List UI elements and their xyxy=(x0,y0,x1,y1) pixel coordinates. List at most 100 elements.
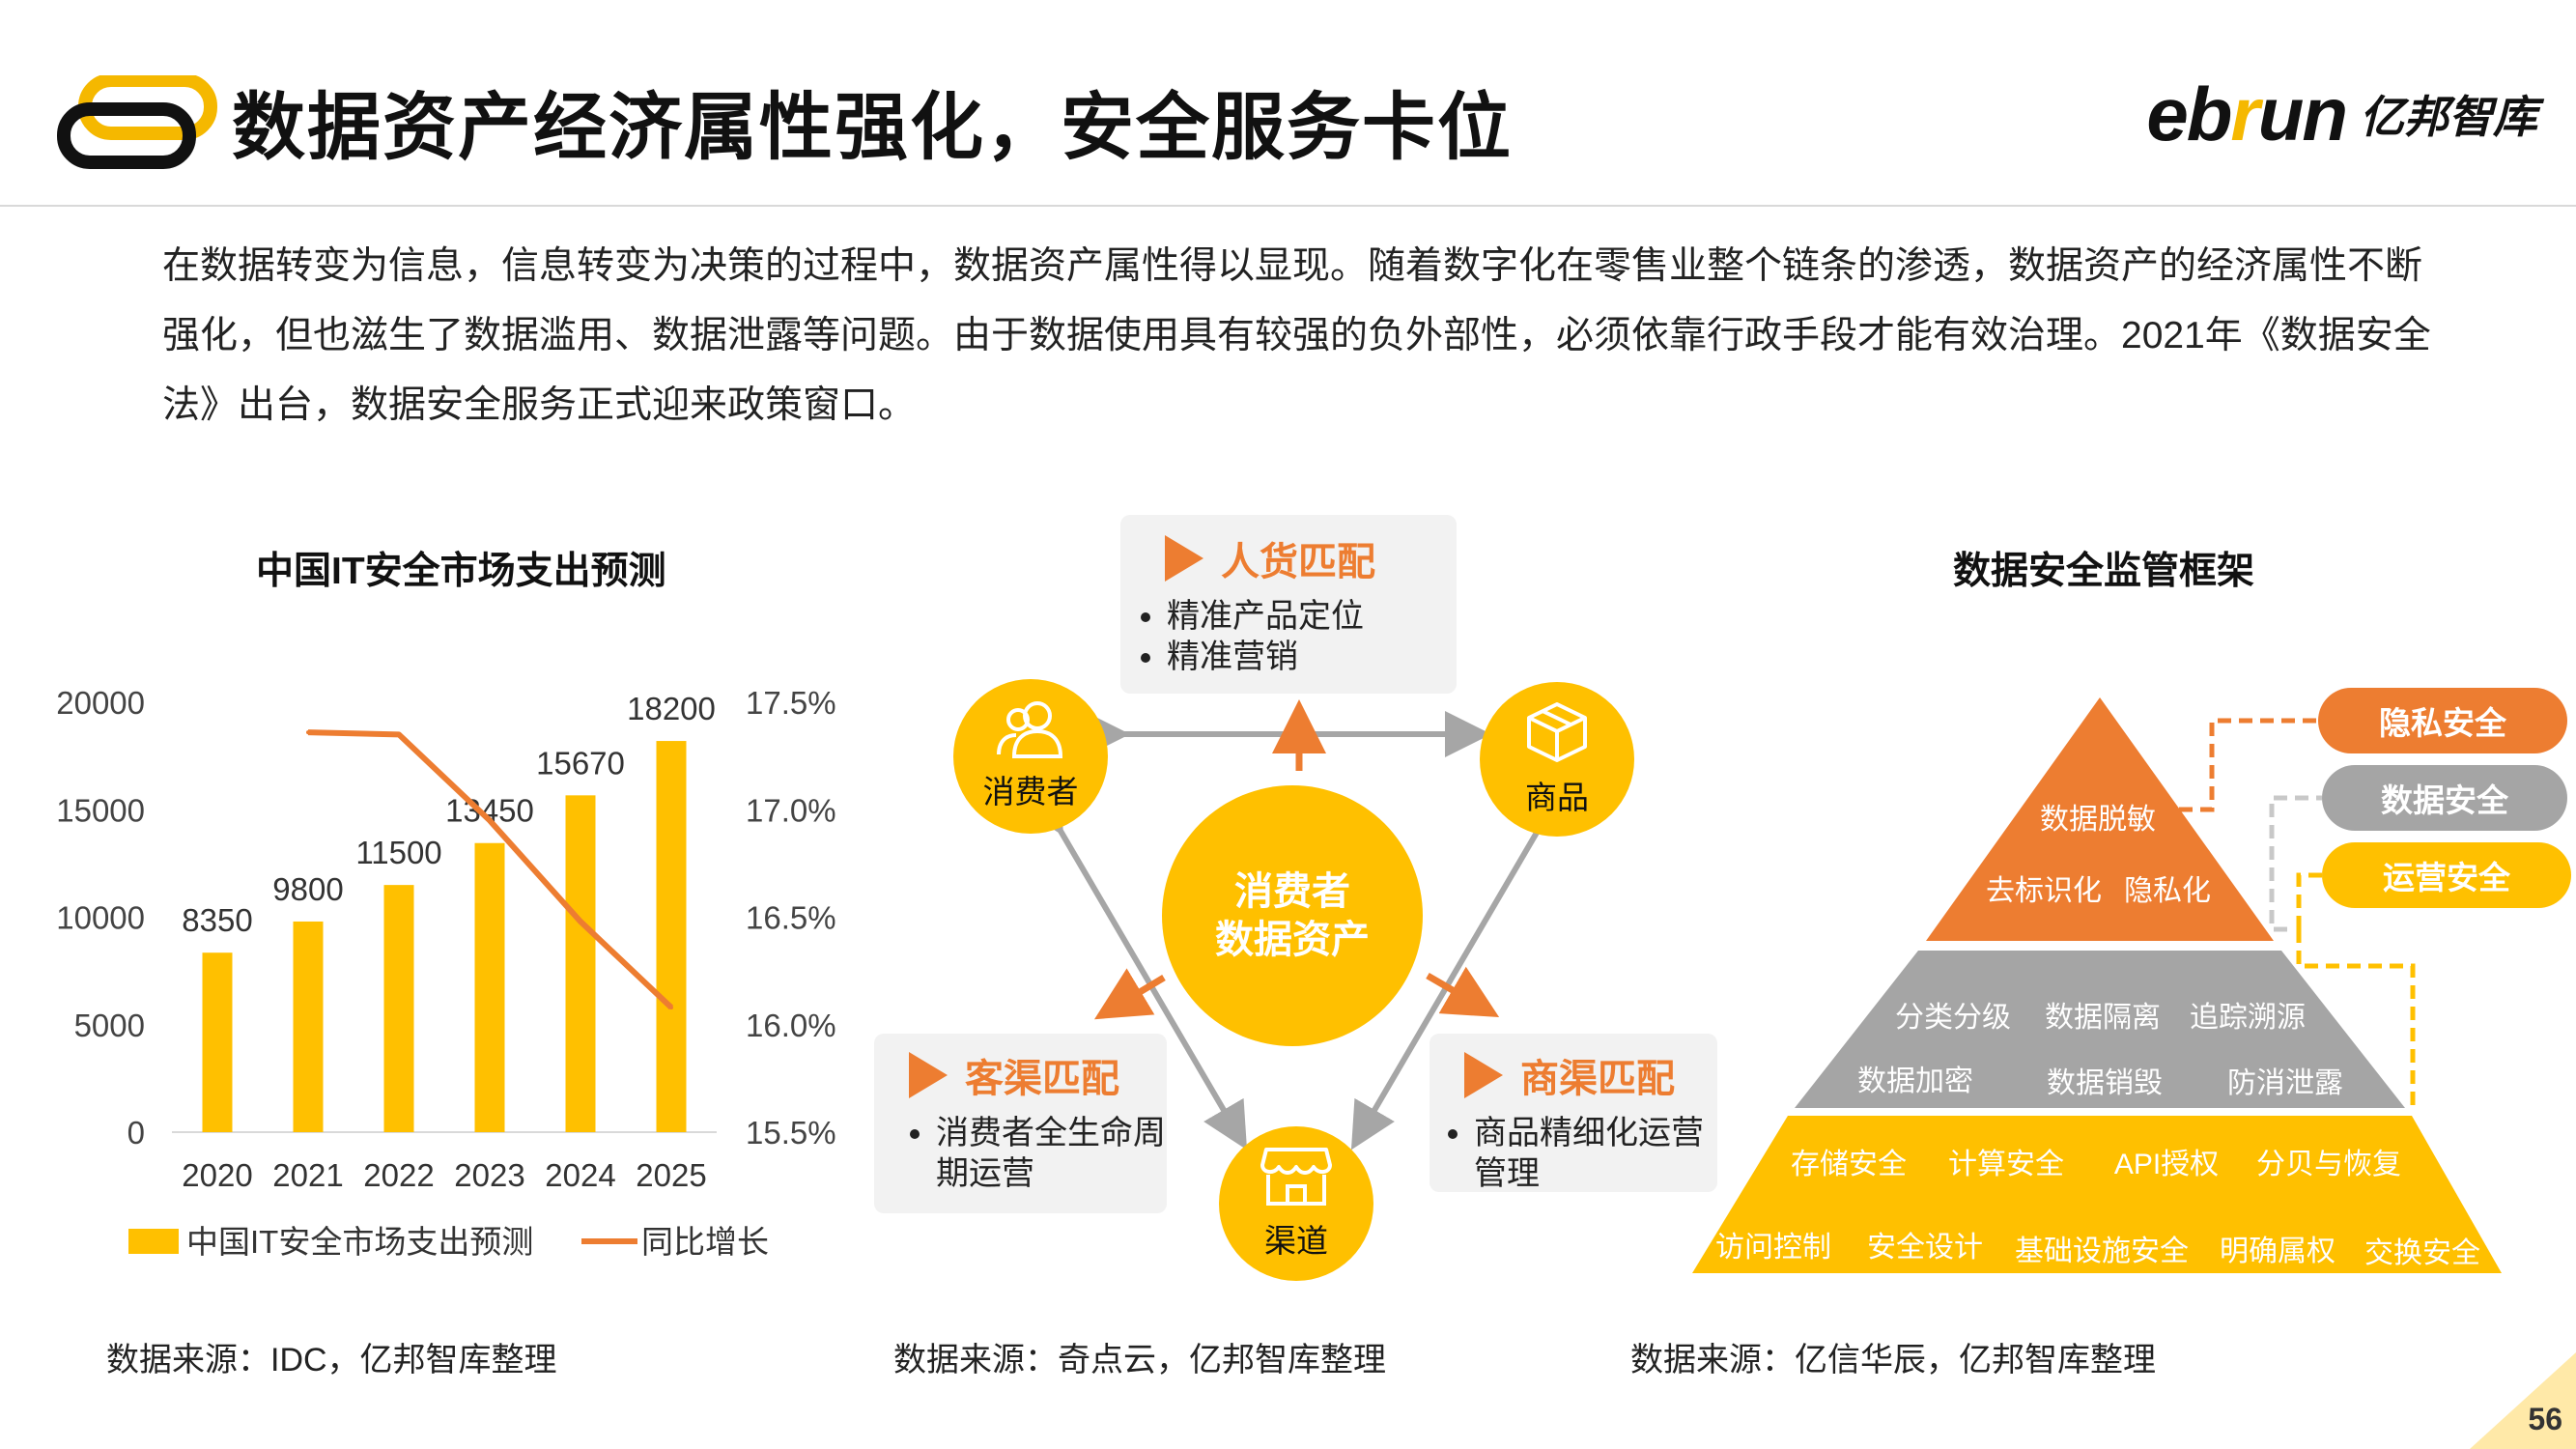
brand-logo: ebrun 亿邦智库 xyxy=(2146,71,2537,156)
pyramid-top xyxy=(1926,697,2274,941)
center-data-asset: 消费者 数据资产 xyxy=(1162,785,1423,1046)
line-point xyxy=(488,818,492,823)
y-right-tick-label: 17.0% xyxy=(746,792,836,828)
bar xyxy=(656,741,687,1132)
y-left-tick-label: 5000 xyxy=(74,1008,145,1043)
line-point xyxy=(397,732,401,737)
bar xyxy=(565,795,596,1132)
y-left-tick-label: 10000 xyxy=(56,900,145,936)
bar xyxy=(474,842,505,1132)
center-line: 消费者 xyxy=(1234,870,1350,913)
diagram-arrows xyxy=(1020,699,1578,1151)
fw-bottom-item: 安全设计 xyxy=(1867,1232,1983,1264)
y-right-tick-label: 15.5% xyxy=(746,1115,836,1151)
panel-top-item: 精准营销 xyxy=(1167,637,1457,677)
panel-left-title: 客渠匹配 xyxy=(965,1058,1119,1100)
connector-data xyxy=(2269,795,2322,932)
y-left-tick-label: 0 xyxy=(127,1115,145,1151)
page-number-corner xyxy=(2470,1352,2576,1449)
logo-mark-icon xyxy=(57,75,217,169)
brand-cn: 亿邦智库 xyxy=(2360,92,2537,142)
chart: 0 5000 10000 15000 20000 15.5% 16.0% 16.5% 17.0%… xyxy=(56,685,836,1260)
pyramid-bottom xyxy=(1692,1116,2502,1273)
header-divider xyxy=(0,205,2576,207)
store-icon xyxy=(1260,1148,1332,1206)
page-title: 数据资产经济属性强化，安全服务卡位 xyxy=(232,87,1513,169)
play-icon xyxy=(1165,535,1203,582)
bar-data-label: 11500 xyxy=(355,835,441,870)
chart-title: 中国IT安全市场支出预测 xyxy=(256,551,666,592)
x-tick-label: 2025 xyxy=(636,1157,706,1193)
fw-top-item: 数据脱敏 xyxy=(2040,804,2156,836)
center-line: 数据资产 xyxy=(1215,919,1370,961)
y-left-tick-label: 15000 xyxy=(56,792,145,828)
line-point xyxy=(306,730,310,735)
arrow-to-left-panel xyxy=(1093,968,1166,1020)
node-consumer-label: 消费者 xyxy=(982,774,1079,810)
play-icon xyxy=(909,1052,948,1098)
y-right-tick-label: 17.5% xyxy=(746,685,836,721)
fw-top-item: 去标识化 xyxy=(1986,875,2102,907)
chart-source: 数据来源：IDC，亿邦智库整理 xyxy=(106,1342,557,1378)
node-consumer: 消费者 xyxy=(953,679,1108,834)
fw-top-item: 隐私化 xyxy=(2124,875,2211,907)
connector-ops-a xyxy=(2296,872,2322,929)
diagram-source: 数据来源：奇点云，亿邦智库整理 xyxy=(893,1342,1386,1378)
framework-title: 数据安全监管框架 xyxy=(1953,551,2255,592)
line-point xyxy=(579,919,582,923)
x-tick-label: 2020 xyxy=(182,1157,252,1193)
node-channel-label: 渠道 xyxy=(1264,1223,1328,1259)
node-channel: 渠道 xyxy=(1219,1126,1373,1281)
panel-right: 商渠匹配 商品精细化运营管理 xyxy=(1430,1034,1717,1192)
users-icon xyxy=(997,701,1063,758)
legend-swatch-bar xyxy=(128,1229,179,1254)
bar xyxy=(293,921,324,1132)
fw-mid-item: 追踪溯源 xyxy=(2190,1002,2306,1034)
fw-bottom-item: 访问控制 xyxy=(1715,1232,1831,1264)
box-icon xyxy=(1527,702,1587,762)
fw-bottom-item: 交换安全 xyxy=(2364,1237,2480,1269)
bar xyxy=(202,952,233,1132)
fw-mid-item: 防消泄露 xyxy=(2227,1067,2343,1099)
bar-data-label: 15670 xyxy=(536,745,625,781)
node-product-label: 商品 xyxy=(1525,780,1589,815)
connector-privacy xyxy=(2137,718,2318,812)
fw-bottom-item: 明确属权 xyxy=(2220,1236,2335,1267)
x-tick-label: 2023 xyxy=(454,1157,524,1193)
y-left-tick-label: 20000 xyxy=(56,685,145,721)
panel-top: 人货匹配 精准产品定位精准营销 xyxy=(1120,515,1457,694)
tag-privacy-security: 隐私安全 xyxy=(2318,688,2567,753)
play-icon xyxy=(1464,1052,1503,1098)
panel-left-item: 消费者全生命周期运营 xyxy=(936,1113,1167,1194)
bar-data-label: 8350 xyxy=(182,902,252,938)
node-product: 商品 xyxy=(1480,682,1634,837)
tag-ops-security: 运营安全 xyxy=(2322,842,2571,908)
pyramid-middle xyxy=(1795,951,2405,1108)
arrow-to-right-panel xyxy=(1426,966,1500,1018)
fw-bottom-item: 存储安全 xyxy=(1791,1149,1907,1180)
line-point xyxy=(669,1005,673,1009)
fw-bottom-item: API授权 xyxy=(2113,1149,2220,1180)
y-right-tick-label: 16.0% xyxy=(746,1008,836,1043)
page-number: 56 xyxy=(2528,1402,2562,1436)
fw-mid-item: 分类分级 xyxy=(1895,1002,2011,1034)
brand-latin: ebrun xyxy=(2146,71,2348,156)
legend-label: 中国IT安全市场支出预测 xyxy=(186,1224,533,1260)
bar xyxy=(383,885,414,1132)
panel-top-item: 精准产品定位 xyxy=(1167,596,1457,637)
panel-right-title: 商渠匹配 xyxy=(1520,1058,1675,1100)
fw-mid-item: 数据加密 xyxy=(1857,1065,1973,1097)
x-tick-label: 2021 xyxy=(272,1157,343,1193)
framework-pyramid xyxy=(1692,697,2502,1273)
tag-data-security: 数据安全 xyxy=(2322,765,2567,831)
y-right-tick-label: 16.5% xyxy=(746,900,836,936)
bar-data-label: 18200 xyxy=(627,691,716,726)
fw-bottom-item: 基础设施安全 xyxy=(2015,1236,2189,1267)
fw-bottom-item: 分贝与恢复 xyxy=(2256,1149,2401,1180)
fw-bottom-item: 计算安全 xyxy=(1948,1149,2064,1180)
connector-ops-b xyxy=(2296,929,2416,1106)
x-tick-label: 2024 xyxy=(545,1157,615,1193)
fw-mid-item: 数据隔离 xyxy=(2045,1002,2161,1034)
x-tick-label: 2022 xyxy=(363,1157,434,1193)
legend-label: 同比增长 xyxy=(641,1224,769,1260)
